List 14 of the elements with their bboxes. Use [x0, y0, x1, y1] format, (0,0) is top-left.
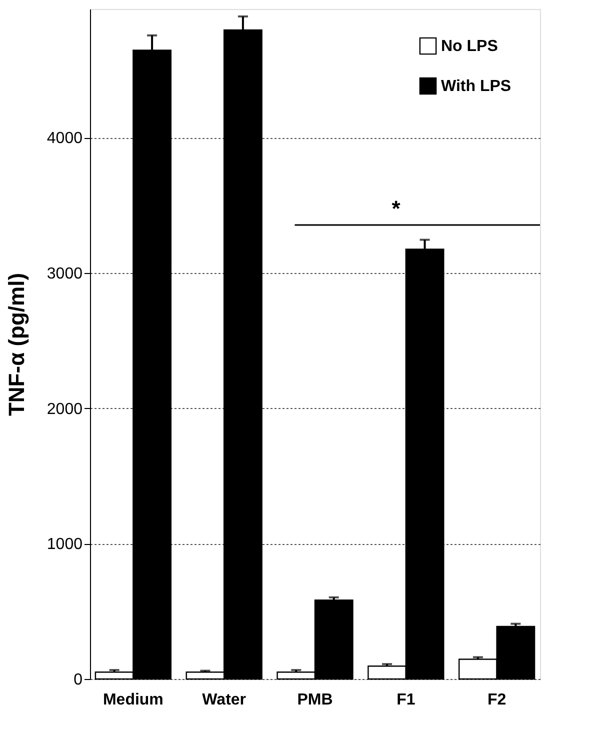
y-tick-label: 3000	[46, 265, 83, 282]
y-tick-label: 4000	[46, 130, 83, 148]
legend-label: No LPS	[441, 38, 498, 55]
legend-label: With LPS	[441, 78, 512, 95]
y-tick-label: 1000	[46, 536, 83, 554]
annotation: *	[392, 196, 401, 221]
x-tick-label: F2	[487, 692, 506, 708]
x-tick-label: Water	[202, 692, 246, 708]
x-tick-label: Medium	[102, 692, 164, 708]
y-tick-label: 0	[74, 672, 83, 688]
x-tick-label: PMB	[297, 692, 333, 708]
y-axis-title: TNF-α (pg/ml)	[4, 272, 29, 416]
y-tick-label: 2000	[46, 400, 83, 418]
x-tick-label: F1	[396, 692, 416, 708]
